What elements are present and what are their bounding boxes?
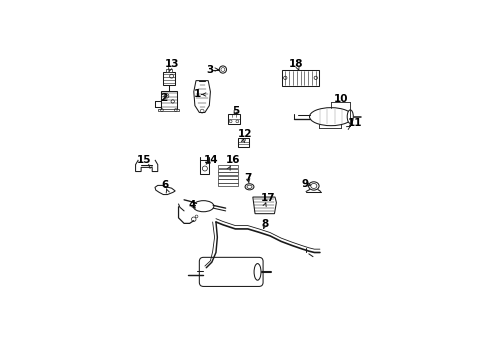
Bar	[158, 109, 179, 111]
Text: 4: 4	[188, 199, 195, 210]
Text: 13: 13	[164, 59, 179, 69]
Bar	[228, 114, 239, 123]
Text: 15: 15	[136, 156, 151, 166]
Polygon shape	[193, 81, 210, 112]
Ellipse shape	[346, 110, 353, 123]
Text: 16: 16	[226, 156, 240, 166]
Ellipse shape	[309, 108, 352, 126]
Text: 18: 18	[288, 59, 303, 69]
FancyBboxPatch shape	[199, 257, 263, 287]
Bar	[161, 91, 176, 110]
Bar	[218, 168, 238, 172]
Text: 9: 9	[301, 179, 308, 189]
Bar	[238, 138, 249, 147]
Text: 6: 6	[161, 180, 168, 190]
Text: 2: 2	[160, 93, 166, 103]
Bar	[218, 172, 238, 175]
Bar	[163, 72, 175, 85]
Bar	[218, 176, 238, 179]
Text: 5: 5	[232, 105, 239, 116]
Bar	[282, 70, 318, 86]
Bar	[166, 69, 171, 72]
Text: 1: 1	[193, 90, 201, 99]
Text: 14: 14	[203, 156, 218, 166]
Polygon shape	[155, 185, 175, 194]
Text: 7: 7	[244, 174, 251, 184]
Bar	[218, 183, 238, 186]
Text: 17: 17	[260, 193, 275, 203]
Polygon shape	[252, 197, 276, 214]
Text: 10: 10	[333, 94, 347, 104]
Text: 8: 8	[261, 219, 268, 229]
Bar	[218, 165, 238, 168]
Text: 3: 3	[206, 64, 214, 75]
Bar	[218, 179, 238, 183]
Bar	[200, 159, 209, 174]
Text: 11: 11	[347, 118, 362, 128]
Text: 12: 12	[237, 129, 252, 139]
